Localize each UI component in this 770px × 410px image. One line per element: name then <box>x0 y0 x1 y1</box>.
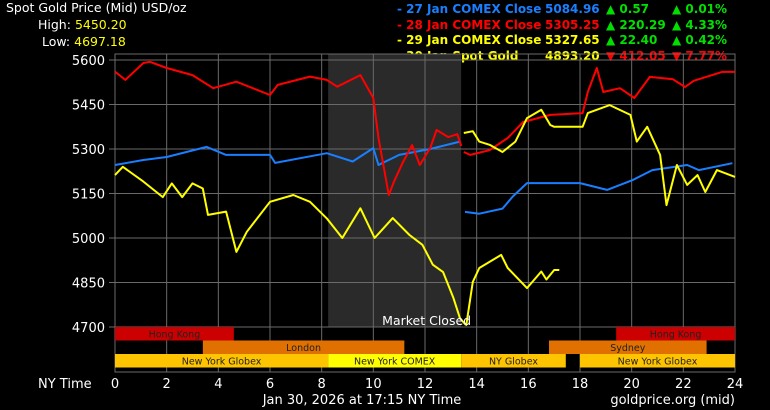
legend-change-pct: ▲ 0.01% <box>672 2 728 16</box>
y-tick-label: 4850 <box>72 277 105 292</box>
high-value: 5450.20 <box>74 17 127 32</box>
x-tick-label: 12 <box>417 377 434 392</box>
legend-change: ▼ 412.05 <box>606 48 666 63</box>
legend-change: ▲ 0.57 <box>606 2 650 16</box>
session-label: New York Globex <box>618 357 698 368</box>
market-closed-label: Market Closed <box>382 313 471 328</box>
y-tick-label: 5300 <box>72 143 105 158</box>
session-band <box>328 354 462 368</box>
series-line-28-jan-comex-close <box>114 60 463 196</box>
session-band <box>580 354 735 368</box>
session-label: Sydney <box>610 343 646 354</box>
y-tick-label: 5450 <box>72 99 105 114</box>
x-tick-label: 0 <box>111 377 119 392</box>
x-tick-label: 10 <box>365 377 382 392</box>
timestamp: Jan 30, 2026 at 17:15 NY Time <box>262 393 462 408</box>
session-band <box>616 327 735 341</box>
session-band <box>549 340 707 354</box>
session-label: New York Globex <box>182 357 262 368</box>
series-line-27-jan-comex-close <box>114 140 461 166</box>
plot-frame <box>114 53 736 373</box>
session-label: Hong Kong <box>650 330 702 341</box>
x-tick-label: 18 <box>572 377 589 392</box>
y-tick-label: 5150 <box>72 188 105 203</box>
x-axis-label: NY Time <box>38 377 92 392</box>
chart-title: Spot Gold Price (Mid) USD/oz <box>6 0 187 15</box>
legend-change-pct: ▼ 7.77% <box>672 48 728 63</box>
legend-change-pct: ▲ 4.33% <box>672 17 728 32</box>
legend-label: - 29 Jan COMEX Close <box>397 33 542 47</box>
x-tick-label: 6 <box>266 377 274 392</box>
session-label: London <box>286 343 321 354</box>
x-tick-label: 22 <box>675 377 692 392</box>
session-label: New York COMEX <box>354 357 436 368</box>
legend-change-pct: ▲ 0.42% <box>672 33 728 47</box>
series-line-27-jan-comex-close <box>464 162 733 215</box>
session-label: NY Globex <box>489 357 538 368</box>
legend-label: - 28 Jan COMEX Close <box>397 17 542 32</box>
x-tick-label: 14 <box>468 377 485 392</box>
legend-price: 5327.65 <box>545 33 600 47</box>
session-band <box>461 354 566 368</box>
series-line-29-jan-comex-close <box>463 104 736 207</box>
x-tick-label: 24 <box>727 377 744 392</box>
low-readout: Low: 4697.18 <box>42 34 126 49</box>
session-band <box>202 340 405 354</box>
legend-price: 5305.25 <box>545 17 600 32</box>
legend-label: - 27 Jan COMEX Close <box>397 2 542 16</box>
low-label: Low: <box>42 34 71 49</box>
x-tick-label: 2 <box>163 377 171 392</box>
legend-price: 4893.20 <box>545 48 600 63</box>
x-tick-label: 20 <box>623 377 640 392</box>
x-tick-label: 4 <box>214 377 222 392</box>
market-closed-region <box>328 54 462 327</box>
series-line-28-jan-comex-close <box>463 67 735 156</box>
session-band <box>115 354 329 368</box>
x-tick-label: 8 <box>318 377 326 392</box>
y-tick-label: 5000 <box>72 232 105 247</box>
y-tick-label: 5600 <box>72 54 105 69</box>
y-tick-label: 4700 <box>72 321 105 336</box>
legend-change: ▲ 22.40 <box>606 33 658 47</box>
legend-change: ▲ 220.29 <box>606 17 666 32</box>
legend-price: 5084.96 <box>545 2 600 16</box>
session-band <box>115 327 234 341</box>
source-label: goldprice.org (mid) <box>610 393 735 408</box>
x-tick-label: 16 <box>520 377 537 392</box>
high-readout: High: 5450.20 <box>38 17 127 32</box>
low-value: 4697.18 <box>74 34 126 49</box>
high-label: High: <box>38 17 71 32</box>
series-line-30-jan-spot-gold <box>114 165 560 326</box>
session-label: Hong Kong <box>149 330 201 341</box>
